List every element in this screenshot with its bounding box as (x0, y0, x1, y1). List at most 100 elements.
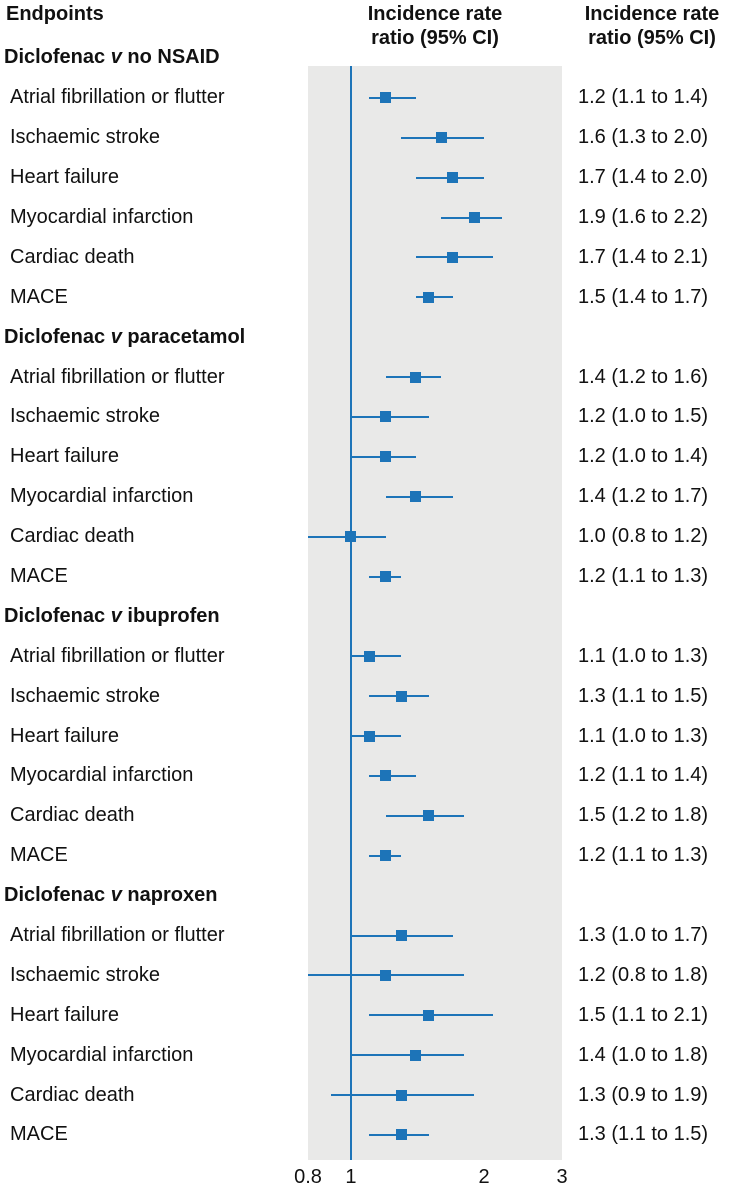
versus-abbrev: v (110, 604, 122, 627)
plot-cell (308, 995, 562, 1035)
plot-cell (308, 477, 562, 517)
endpoint-label: Atrial fibrillation or flutter (10, 644, 225, 667)
forest-row: Ischaemic stroke 1.2 (0.8 to 1.8) (0, 955, 742, 995)
plot-cell (308, 876, 562, 916)
endpoint-label: Myocardial infarction (10, 206, 194, 228)
point-estimate-marker (410, 491, 422, 503)
endpoint-label: Heart failure (10, 445, 119, 468)
estimate-text: 1.3 (1.1 to 1.5) (578, 684, 709, 707)
endpoint-label: Atrial fibrillation or flutter (10, 86, 225, 109)
endpoint-label: Heart failure (10, 166, 119, 189)
point-estimate-marker (423, 810, 435, 822)
forest-row: Cardiac death 1.5 (1.2 to 1.8) (0, 796, 742, 836)
plot-cell (308, 916, 562, 956)
point-estimate-marker (380, 770, 392, 782)
point-estimate-marker (423, 1009, 435, 1021)
plot-cell (308, 158, 562, 198)
forest-row: Heart failure 1.5 (1.1 to 2.1) (0, 995, 742, 1035)
endpoint-label: Myocardial infarction (10, 764, 194, 787)
group-title-row: Diclofenac v paracetamol (0, 317, 742, 357)
forest-row: Ischaemic stroke 1.3 (1.1 to 1.5) (0, 676, 742, 716)
estimate-text: 1.2 (1.0 to 1.5) (578, 405, 709, 428)
endpoint-label: Atrial fibrillation or flutter (10, 924, 225, 947)
endpoint-label: MACE (10, 565, 68, 588)
plot-cell (308, 557, 562, 597)
endpoint-label: MACE (10, 285, 68, 308)
forest-row: MACE 1.2 (1.1 to 1.3) (0, 557, 742, 597)
estimate-text: 1.3 (0.9 to 1.9) (578, 1083, 709, 1106)
ci-line (350, 655, 402, 658)
point-estimate-marker (345, 531, 357, 543)
plot-cell (308, 596, 562, 636)
estimate-text: 1.7 (1.4 to 2.0) (578, 166, 709, 189)
point-estimate-marker (410, 371, 422, 383)
ci-line (369, 96, 416, 99)
point-estimate-marker (468, 212, 480, 223)
endpoint-label: MACE (10, 1123, 68, 1146)
estimate-text: 1.2 (0.8 to 1.8) (578, 963, 709, 986)
forest-row: Myocardial infarction 1.4 (1.0 to 1.8) (0, 1035, 742, 1075)
plot-cell (308, 78, 562, 118)
estimate-text: 1.1 (1.0 to 1.3) (578, 644, 709, 667)
forest-row: Atrial fibrillation or flutter 1.1 (1.0 … (0, 636, 742, 676)
point-estimate-marker (380, 411, 392, 423)
endpoint-label: Myocardial infarction (10, 1043, 194, 1066)
forest-row: Myocardial infarction 1.9 (1.6 to 2.2) (0, 198, 742, 238)
forest-row: Cardiac death 1.3 (0.9 to 1.9) (0, 1075, 742, 1115)
point-estimate-marker (410, 1049, 422, 1061)
plot-cell (308, 756, 562, 796)
forest-row: Heart failure 1.2 (1.0 to 1.4) (0, 437, 742, 477)
point-estimate-marker (380, 571, 392, 583)
point-estimate-marker (363, 730, 375, 742)
plot-cell (308, 317, 562, 357)
estimate-text: 1.1 (1.0 to 1.3) (578, 724, 709, 747)
plot-cell (308, 397, 562, 437)
endpoint-label: Ischaemic stroke (10, 963, 161, 986)
forest-row: MACE 1.2 (1.1 to 1.3) (0, 836, 742, 876)
group-title: Diclofenac v paracetamol (4, 325, 246, 348)
forest-row: Myocardial infarction 1.4 (1.2 to 1.7) (0, 477, 742, 517)
estimate-text: 1.3 (1.1 to 1.5) (578, 1123, 709, 1146)
x-axis: 0.8 1 2 3 (0, 1166, 742, 1196)
plot-cell (308, 796, 562, 836)
forest-row: Cardiac death 1.0 (0.8 to 1.2) (0, 517, 742, 557)
plot-cell (308, 118, 562, 158)
rows-container: Diclofenac v no NSAID Atrial fibrillatio… (0, 38, 742, 1155)
estimate-text: 1.2 (1.0 to 1.4) (578, 445, 709, 468)
plot-cell (308, 38, 562, 78)
point-estimate-marker (447, 172, 459, 184)
point-estimate-marker (395, 1129, 407, 1141)
plot-cell (308, 237, 562, 277)
x-tick-label: 1 (345, 1166, 357, 1188)
forest-row: Heart failure 1.7 (1.4 to 2.0) (0, 158, 742, 198)
estimate-text: 1.0 (0.8 to 1.2) (578, 525, 709, 548)
point-estimate-marker (395, 690, 407, 702)
plot-cell (308, 1035, 562, 1075)
forest-row: MACE 1.3 (1.1 to 1.5) (0, 1115, 742, 1155)
endpoint-label: MACE (10, 844, 68, 867)
forest-row: MACE 1.5 (1.4 to 1.7) (0, 277, 742, 317)
estimate-text: 1.5 (1.2 to 1.8) (578, 804, 709, 827)
endpoint-label: Myocardial infarction (10, 485, 194, 508)
forest-row: Cardiac death 1.7 (1.4 to 2.1) (0, 237, 742, 277)
estimate-text: 1.4 (1.0 to 1.8) (578, 1043, 709, 1066)
point-estimate-marker (395, 1089, 407, 1101)
forest-row: Heart failure 1.1 (1.0 to 1.3) (0, 716, 742, 756)
estimate-text: 1.6 (1.3 to 2.0) (578, 126, 709, 149)
point-estimate-marker (380, 451, 392, 463)
forest-row: Myocardial infarction 1.2 (1.1 to 1.4) (0, 756, 742, 796)
plot-cell (308, 198, 562, 238)
plot-cell (308, 955, 562, 995)
versus-abbrev: v (110, 325, 122, 348)
endpoints-column-header: Endpoints (6, 3, 104, 25)
endpoint-label: Atrial fibrillation or flutter (10, 365, 225, 388)
endpoint-label: Ischaemic stroke (10, 405, 161, 428)
plot-cell (308, 636, 562, 676)
endpoint-label: Ischaemic stroke (10, 684, 161, 707)
ci-line (350, 1054, 464, 1057)
endpoint-label: Cardiac death (10, 1083, 135, 1106)
point-estimate-marker (380, 850, 392, 862)
estimate-text: 1.5 (1.4 to 1.7) (578, 285, 709, 308)
estimate-text: 1.7 (1.4 to 2.1) (578, 245, 709, 268)
